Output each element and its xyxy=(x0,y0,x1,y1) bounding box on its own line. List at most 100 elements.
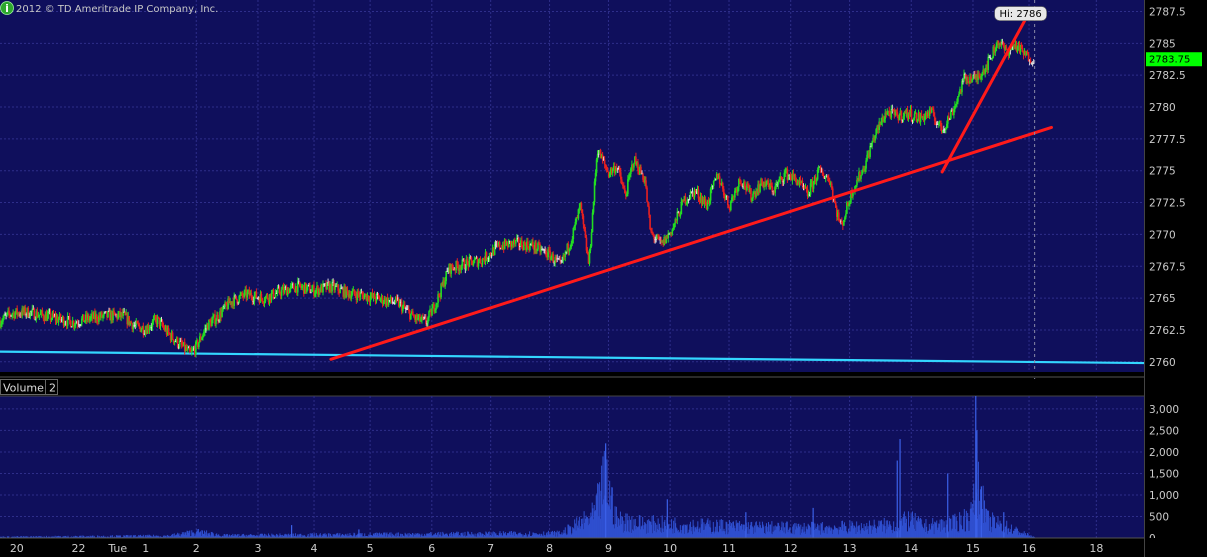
price-candle-body xyxy=(239,294,242,296)
price-candle-body xyxy=(383,298,386,303)
price-candle-body xyxy=(958,94,960,97)
price-candle-body xyxy=(85,314,87,321)
price-candle-body xyxy=(189,350,192,352)
price-candle-body xyxy=(221,310,223,317)
price-candle-body xyxy=(474,258,477,260)
price-candle-body xyxy=(266,294,269,299)
price-candle-body xyxy=(264,296,267,302)
price-y-axis: 2760 2762.5 2765 2767.5 2770 2772.5 2775 2777.5… xyxy=(1149,6,1186,368)
price-candle-body xyxy=(271,289,274,293)
price-candle-body xyxy=(308,285,310,287)
price-candle-body xyxy=(148,328,151,331)
price-candle-body xyxy=(875,129,877,136)
price-candle-body xyxy=(895,109,898,112)
price-candle-body xyxy=(350,295,353,299)
price-candle-body xyxy=(140,329,143,332)
time-tick-label: 15 xyxy=(966,542,980,555)
price-candle-body xyxy=(183,342,186,351)
price-candle-body xyxy=(894,109,897,116)
price-candle-body xyxy=(97,320,99,322)
price-candle-body xyxy=(102,315,104,318)
price-candle-body xyxy=(256,297,259,299)
price-candle-body xyxy=(786,168,789,180)
price-candle-body xyxy=(802,185,805,187)
price-candle-body xyxy=(1016,46,1019,51)
price-candle-body xyxy=(178,341,181,347)
volume-panel[interactable] xyxy=(0,396,1144,538)
price-candle-body xyxy=(445,271,447,282)
price-candle-body xyxy=(785,168,788,172)
price-candle-body xyxy=(945,127,947,129)
price-candle-body xyxy=(594,172,597,182)
price-candle-body xyxy=(99,315,101,318)
price-candle-body xyxy=(392,302,395,304)
price-gridlines xyxy=(0,0,1144,372)
price-candle-body xyxy=(897,116,900,121)
price-candle-body xyxy=(435,304,437,310)
price-candle-body xyxy=(633,163,635,168)
price-candle-body xyxy=(961,81,963,93)
price-candle-body xyxy=(602,159,605,161)
support-trendline[interactable] xyxy=(0,350,1146,365)
price-candle-body xyxy=(624,188,626,194)
price-panel[interactable] xyxy=(0,0,1144,372)
trendline[interactable] xyxy=(940,16,1028,174)
price-candle-body xyxy=(244,289,247,292)
price-candle-body xyxy=(352,289,355,292)
price-candle-body xyxy=(791,173,794,181)
price-candle-body xyxy=(708,200,711,203)
price-candle-body xyxy=(95,314,97,320)
price-candle-body xyxy=(508,240,511,242)
price-candle-body xyxy=(25,314,28,316)
price-candle-body xyxy=(860,175,862,179)
price-candle-body xyxy=(810,181,813,184)
price-candle-body xyxy=(322,283,324,293)
price-candle-body xyxy=(296,281,299,293)
price-candle-body xyxy=(329,284,331,292)
price-candle-body xyxy=(59,314,62,321)
price-candle-body xyxy=(119,311,121,318)
price-candle-body xyxy=(196,340,198,342)
price-candle-body xyxy=(460,265,463,270)
price-candle-body xyxy=(549,250,551,260)
time-tick-label: 14 xyxy=(904,542,918,555)
price-candle-body xyxy=(732,196,734,198)
price-candle-body xyxy=(1003,46,1006,50)
price-candle-body xyxy=(65,323,68,326)
price-candle-body xyxy=(664,236,667,244)
price-candle-body xyxy=(685,202,688,204)
trendline[interactable] xyxy=(329,125,1053,361)
price-candle-body xyxy=(733,196,735,198)
price-candle-body xyxy=(1017,42,1020,47)
price-candle-body xyxy=(465,259,468,270)
price-candle-body xyxy=(112,310,114,321)
price-candle-body xyxy=(964,73,966,75)
price-candle-body xyxy=(346,287,349,292)
price-candle-body xyxy=(764,181,766,187)
price-candle-body xyxy=(229,301,231,304)
price-candle-body xyxy=(230,301,232,305)
price-candle-body xyxy=(333,282,335,290)
price-tick-label: 2775 xyxy=(1149,166,1176,178)
price-candle-body xyxy=(154,316,157,319)
price-candle-body xyxy=(774,185,777,193)
price-candle-body xyxy=(320,284,322,293)
price-candle-body xyxy=(679,214,682,217)
price-candle-body xyxy=(425,317,427,324)
price-candle-body xyxy=(47,312,50,315)
price-candle-body xyxy=(947,116,949,124)
price-candle-body xyxy=(972,74,974,80)
price-candle-body xyxy=(248,290,251,296)
price-candle-body xyxy=(831,188,834,199)
price-candle-body xyxy=(620,179,623,185)
price-candle-body xyxy=(676,211,679,221)
info-icon[interactable]: i xyxy=(0,1,14,16)
price-candle-body xyxy=(177,346,180,348)
price-candle-body xyxy=(300,285,302,288)
price-candle-body xyxy=(855,185,857,187)
price-candle-body xyxy=(647,201,649,207)
price-candle-body xyxy=(564,252,567,258)
price-candle-body xyxy=(40,310,43,314)
price-candle-body xyxy=(195,341,197,354)
